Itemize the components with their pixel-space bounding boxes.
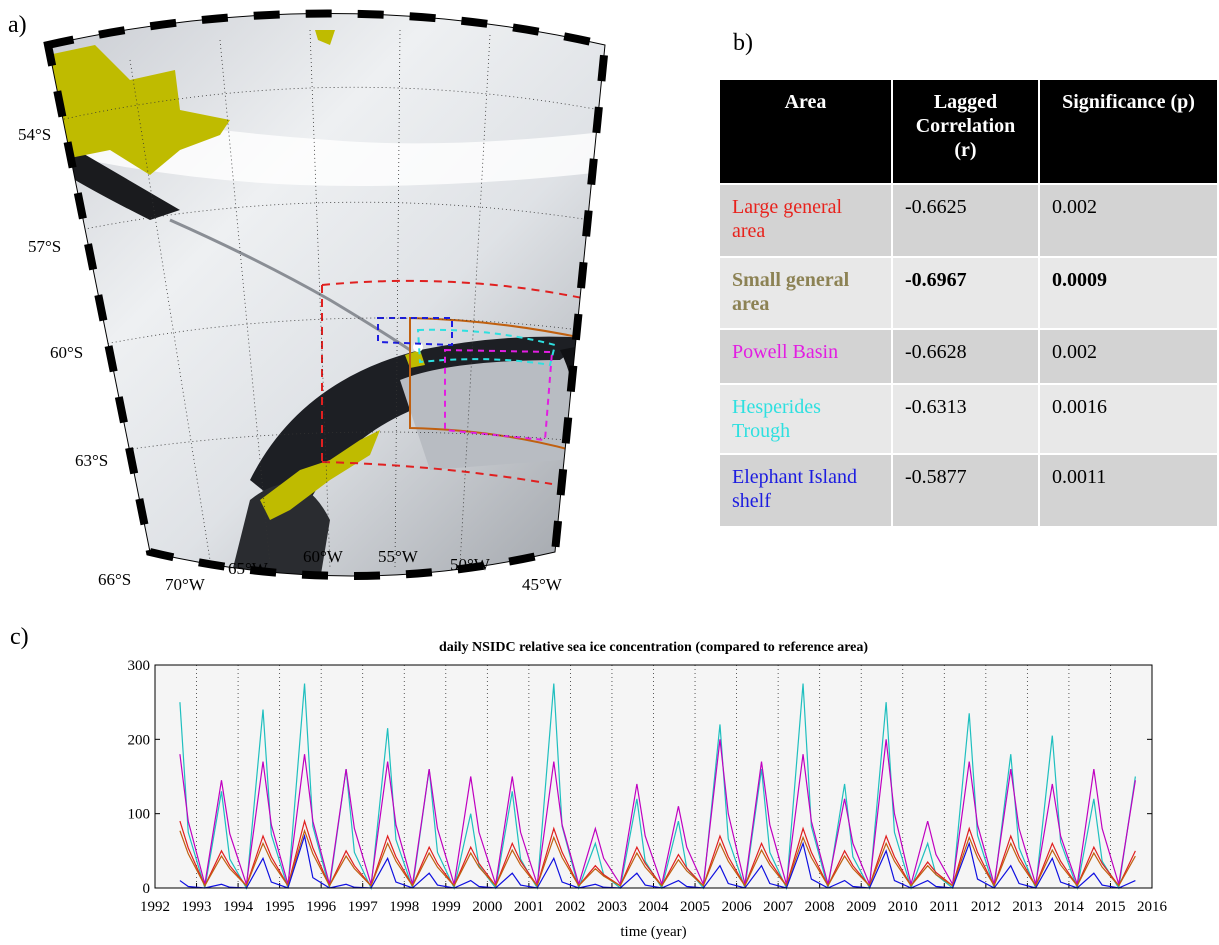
table-cell: Large general area [720,185,893,258]
latitude-label: 60°S [50,343,83,362]
longitude-label: 70°W [165,575,206,594]
table-cell: -0.6313 [893,385,1040,455]
figure: a) b) c) 54°S 57°S 60°S 63°S 66°S 70°W 65°W 60°W 55… [0,0,1219,945]
x-tick-label: 2003 [597,899,627,915]
latitude-label: 63°S [75,451,108,470]
table-cell: 0.0011 [1040,455,1219,528]
x-tick-label: 2009 [846,899,876,915]
x-tick-label: 1998 [389,899,419,915]
x-tick-label: 1992 [140,899,170,915]
table-cell: -0.6967 [893,258,1040,330]
table-cell: Hesperides Trough [720,385,893,455]
table-cell: Small general area [720,258,893,330]
x-tick-label: 1999 [431,899,461,915]
table-header-cell: Area [720,80,893,185]
panel-label: b) [733,30,753,56]
table-cell: 0.0016 [1040,385,1219,455]
plot-background [155,665,1152,888]
y-tick-label: 100 [128,807,151,823]
chart-title: daily NSIDC relative sea ice concentrati… [439,640,868,655]
x-tick-label: 2008 [805,899,835,915]
y-tick-label: 200 [128,732,151,748]
longitude-label: 55°W [378,547,419,566]
x-tick-label: 1994 [223,899,254,915]
x-tick-label: 2006 [722,899,753,915]
x-tick-label: 2007 [763,899,794,915]
y-tick-label: 0 [143,881,151,897]
map [40,14,620,581]
x-tick-label: 2010 [888,899,918,915]
x-tick-label: 2005 [680,899,710,915]
y-tick-label: 300 [128,658,151,674]
panel-label: a) [8,12,27,38]
longitude-label: 65°W [228,559,269,578]
x-tick-label: 2014 [1054,899,1085,915]
table-cell: 0.0009 [1040,258,1219,330]
longitude-label: 60°W [303,547,344,566]
table-cell: -0.6625 [893,185,1040,258]
table-cell: Powell Basin [720,330,893,385]
x-tick-label: 1993 [182,899,212,915]
x-tick-label: 2002 [555,899,585,915]
table-cell: -0.5877 [893,455,1040,528]
table-cell: -0.6628 [893,330,1040,385]
table-cell: 0.002 [1040,185,1219,258]
x-tick-label: 2004 [639,899,670,915]
longitude-label: 50°W [450,555,491,574]
table-header-cell: Significance (p) [1040,80,1219,185]
x-tick-label: 2000 [472,899,502,915]
x-tick-label: 2011 [930,899,959,915]
x-tick-label: 1995 [265,899,295,915]
x-tick-label: 2013 [1012,899,1042,915]
x-tick-label: 2016 [1137,899,1168,915]
panel-label: c) [10,624,29,650]
x-tick-label: 1997 [348,899,379,915]
table-cell: 0.002 [1040,330,1219,385]
latitude-label: 66°S [98,570,131,589]
table-cell: Elephant Island shelf [720,455,893,528]
latitude-label: 57°S [28,237,61,256]
x-tick-label: 2012 [971,899,1001,915]
x-tick-label: 2015 [1095,899,1125,915]
x-tick-label: 2001 [514,899,544,915]
table-header-cell: Lagged Correlation (r) [893,80,1040,185]
latitude-label: 54°S [18,125,51,144]
x-axis-label: time (year) [620,924,686,940]
x-tick-label: 1996 [306,899,337,915]
longitude-label: 45°W [522,575,563,594]
